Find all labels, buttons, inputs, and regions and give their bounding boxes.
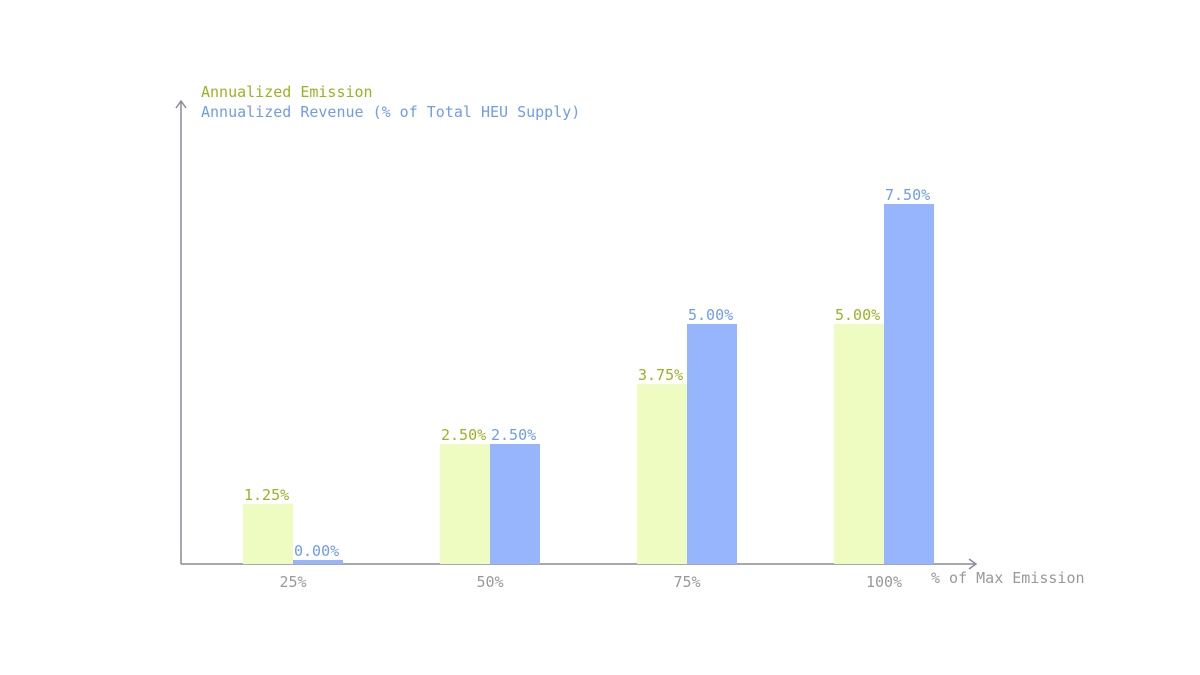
legend: Annualized Emission Annualized Revenue (… bbox=[201, 83, 580, 121]
bar-emission-100 bbox=[834, 324, 884, 564]
x-tick-label-100: 100% bbox=[866, 573, 902, 591]
x-tick-labels-group: 25% 50% 75% 100% bbox=[279, 573, 902, 591]
bar-emission-25 bbox=[243, 504, 293, 564]
value-label-revenue-50: 2.50% bbox=[491, 426, 536, 444]
bar-revenue-25 bbox=[293, 560, 343, 564]
x-tick-label-25: 25% bbox=[279, 573, 306, 591]
x-tick-label-50: 50% bbox=[476, 573, 503, 591]
y-axis-arrow bbox=[175, 99, 187, 109]
bar-emission-75 bbox=[637, 384, 687, 564]
axes: % of Max Emission bbox=[175, 99, 1085, 587]
legend-entry-revenue: Annualized Revenue (% of Total HEU Suppl… bbox=[201, 103, 580, 121]
value-label-revenue-75: 5.00% bbox=[688, 306, 733, 324]
bar-revenue-75 bbox=[687, 324, 737, 564]
bar-emission-50 bbox=[440, 444, 490, 564]
value-label-emission-100: 5.00% bbox=[835, 306, 880, 324]
value-label-revenue-100: 7.50% bbox=[885, 186, 930, 204]
legend-entry-emission: Annualized Emission bbox=[201, 83, 373, 101]
value-label-emission-25: 1.25% bbox=[244, 486, 289, 504]
x-axis-arrow bbox=[968, 558, 978, 570]
bar-revenue-50 bbox=[490, 444, 540, 564]
bars-group bbox=[243, 204, 934, 564]
x-tick-label-75: 75% bbox=[673, 573, 700, 591]
value-label-emission-50: 2.50% bbox=[441, 426, 486, 444]
value-label-revenue-25: 0.00% bbox=[294, 542, 339, 560]
value-labels-group: 1.25% 0.00% 2.50% 2.50% 3.75% 5.00% 5.00% 7.50% bbox=[244, 186, 930, 560]
x-axis-label: % of Max Emission bbox=[931, 569, 1085, 587]
value-label-emission-75: 3.75% bbox=[638, 366, 683, 384]
bar-revenue-100 bbox=[884, 204, 934, 564]
